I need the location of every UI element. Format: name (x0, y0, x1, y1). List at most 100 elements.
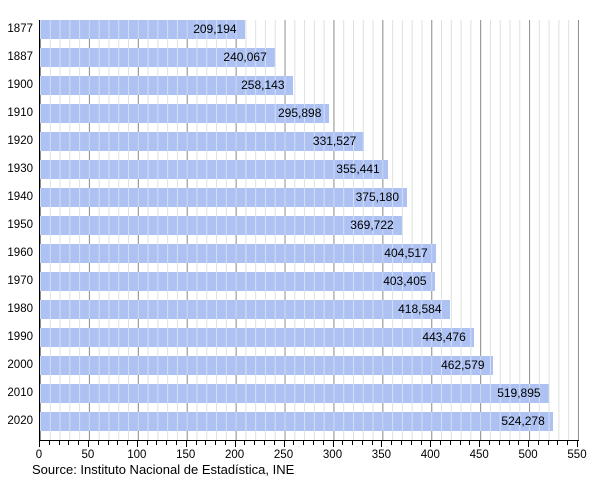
x-axis-minor-tick (224, 441, 226, 445)
x-axis-minor-tick (547, 441, 549, 445)
y-axis-label: 1877 (7, 23, 33, 35)
bar-value-label: 369,722 (350, 218, 394, 232)
bar: 403,405 (40, 272, 435, 291)
bar: 355,441 (40, 160, 388, 179)
bar-value-label: 519,895 (497, 386, 541, 400)
y-axis-label: 1920 (7, 135, 33, 147)
bar-value-label: 209,194 (193, 22, 237, 36)
bar-value-label: 524,278 (501, 414, 545, 428)
x-axis-minor-tick (518, 441, 520, 445)
y-axis-label: 1887 (7, 51, 33, 63)
chart-row: 355,441 (40, 160, 579, 188)
chart-row: 369,722 (40, 216, 579, 244)
bar: 258,143 (40, 76, 293, 95)
x-axis-tick-label: 250 (273, 449, 294, 461)
bar-value-label: 375,180 (355, 190, 399, 204)
chart-row: 240,067 (40, 48, 579, 76)
x-axis-minor-tick (352, 441, 353, 445)
x-axis-tick-label: 450 (469, 449, 489, 461)
x-axis-major-tick (39, 441, 40, 447)
y-axis-label: 1990 (7, 331, 33, 343)
x-axis-minor-tick (156, 441, 158, 445)
chart-row: 375,180 (40, 188, 579, 216)
x-axis-major-tick (87, 441, 89, 447)
x-axis-tick-label: 550 (567, 449, 587, 461)
chart-row: 418,584 (40, 300, 579, 328)
bar: 240,067 (40, 48, 275, 67)
y-axis-label: 2000 (7, 359, 33, 371)
bar: 443,476 (40, 328, 474, 347)
x-axis-minor-tick (78, 441, 80, 445)
x-axis-minor-tick (273, 441, 275, 445)
bar-value-label: 240,067 (223, 50, 267, 64)
x-axis-tick-label: 100 (127, 449, 147, 461)
x-axis-minor-tick (117, 441, 119, 445)
chart-row: 443,476 (40, 328, 579, 356)
bar: 404,517 (40, 244, 436, 263)
x-axis-minor-tick (459, 441, 461, 445)
x-axis-minor-tick (420, 441, 422, 445)
bar-value-label: 443,476 (422, 330, 466, 344)
chart-row: 404,517 (40, 244, 579, 272)
bar: 209,194 (40, 20, 245, 39)
x-axis-minor-tick (68, 441, 70, 445)
chart-row: 403,405 (40, 272, 579, 300)
bar: 375,180 (40, 188, 407, 207)
x-axis-tick-label: 50 (81, 449, 95, 461)
chart-row: 462,579 (40, 356, 579, 384)
x-axis-minor-tick (508, 441, 510, 445)
chart-row: 295,898 (40, 104, 579, 132)
y-axis-label: 1960 (7, 247, 33, 259)
x-axis-minor-tick (244, 441, 246, 445)
x-axis-minor-tick (557, 441, 559, 445)
x-axis-minor-tick (498, 441, 500, 445)
x-axis-tick-label: 350 (371, 449, 391, 461)
x-axis-tick-label: 0 (35, 449, 43, 461)
bar: 369,722 (40, 216, 402, 235)
y-axis-label: 1910 (7, 107, 33, 119)
y-axis-label: 1970 (7, 275, 33, 287)
x-axis-minor-tick (469, 441, 471, 445)
chart-row: 524,278 (40, 412, 579, 440)
x-axis-minor-tick (371, 441, 373, 445)
y-axis-category-labels: 1877 1887 1900 1910 1920 1930 1940 1950 1960 1970… (0, 20, 33, 440)
x-axis-major-tick (381, 441, 383, 447)
x-axis-tick-label: 200 (225, 449, 245, 461)
x-axis-minor-tick (127, 441, 128, 445)
x-axis-major-tick (577, 441, 578, 447)
y-axis-label: 1950 (7, 219, 33, 231)
plot-area: 209,194 240,067 258,143 295,898 331,527 355,4… (39, 20, 579, 441)
bar: 524,278 (40, 412, 553, 431)
x-axis-minor-tick (146, 441, 148, 445)
x-axis-major-tick (234, 441, 236, 447)
bar: 519,895 (40, 384, 549, 403)
bar-value-label: 355,441 (336, 162, 380, 176)
x-axis-minor-tick (48, 441, 50, 445)
chart-row: 331,527 (40, 132, 579, 160)
x-axis-minor-tick (195, 441, 197, 445)
x-axis-minor-tick (361, 441, 363, 445)
x-axis-tick-label: 300 (322, 449, 343, 461)
bar-value-label: 404,517 (384, 246, 428, 260)
x-axis-major-tick (283, 441, 285, 447)
source-note: Source: Instituto Nacional de Estadístic… (32, 462, 295, 477)
x-axis-minor-tick (264, 441, 265, 445)
chart-row: 258,143 (40, 76, 579, 104)
y-axis-label: 2020 (7, 415, 33, 427)
x-axis-minor-tick (175, 441, 177, 445)
y-axis-label: 1940 (7, 191, 33, 203)
x-axis-major-tick (136, 441, 138, 447)
x-axis-tick-label: 150 (176, 449, 196, 461)
bar-value-label: 418,584 (398, 302, 442, 316)
x-axis-major-tick (430, 441, 432, 447)
x-axis-major-tick (528, 441, 530, 447)
y-axis-label: 2010 (7, 387, 33, 399)
x-axis-tick-label: 500 (518, 449, 538, 461)
x-axis-minor-tick (322, 441, 324, 445)
x-axis-minor-tick (342, 441, 344, 445)
x-axis-minor-tick (537, 441, 539, 445)
x-axis-minor-tick (205, 441, 207, 445)
bar: 462,579 (40, 356, 493, 375)
x-axis-minor-tick (215, 441, 217, 445)
bar-value-label: 462,579 (441, 358, 485, 372)
